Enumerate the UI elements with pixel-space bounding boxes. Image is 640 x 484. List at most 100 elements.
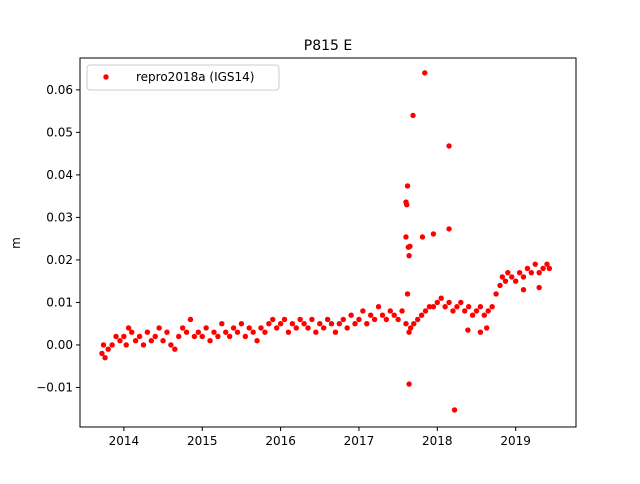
data-point: [199, 333, 205, 340]
data-point: [520, 274, 527, 280]
x-ticks: 2014 2015 2016 2017 2018 2019: [109, 427, 531, 448]
data-point: [285, 329, 292, 335]
plot-frame: [79, 57, 577, 428]
legend-label: repro2018a (IGS14): [136, 70, 254, 84]
data-point: [477, 329, 484, 335]
data-point: [368, 312, 374, 318]
data-point: [320, 325, 327, 331]
data-point: [121, 333, 127, 340]
data-point: [172, 346, 178, 352]
data-point: [446, 226, 452, 232]
data-point: [117, 338, 123, 344]
data-point: [348, 312, 354, 318]
x-tick-label: 2015: [187, 434, 218, 448]
data-point: [223, 329, 229, 335]
data-point: [168, 342, 174, 348]
x-tick-label: 2016: [265, 434, 296, 448]
data-point: [497, 282, 503, 289]
data-point: [356, 316, 362, 323]
data-point: [109, 342, 115, 348]
data-point: [430, 303, 437, 310]
data-point: [536, 284, 542, 291]
data-point: [160, 338, 166, 344]
legend: repro2018a (IGS14): [86, 64, 280, 91]
data-point: [266, 320, 272, 327]
data-point: [344, 325, 350, 331]
data-point: [426, 303, 433, 310]
data-point: [230, 325, 237, 331]
data-point: [132, 338, 139, 344]
data-point: [113, 333, 119, 340]
data-point: [387, 308, 393, 314]
data-point: [407, 325, 414, 331]
data-point: [332, 329, 339, 335]
data-point: [462, 308, 468, 314]
data-point: [540, 265, 546, 272]
data-point: [207, 338, 213, 344]
data-point: [465, 327, 471, 333]
data-point: [125, 325, 132, 331]
data-point: [277, 320, 284, 327]
y-tick-label: 0.04: [46, 168, 73, 182]
data-point: [485, 308, 491, 314]
data-point: [324, 316, 331, 323]
data-point: [406, 252, 412, 259]
data-point: [183, 329, 190, 335]
y-tick-label: 0.03: [46, 210, 73, 224]
x-tick-label: 2019: [500, 434, 531, 448]
data-point: [406, 329, 412, 335]
data-point: [254, 338, 260, 344]
data-point: [404, 183, 411, 189]
data-point: [446, 143, 452, 149]
data-point: [481, 312, 488, 318]
data-point: [520, 286, 527, 293]
legend-marker: [103, 74, 109, 80]
data-point: [406, 381, 412, 387]
data-point: [164, 329, 170, 335]
data-point: [289, 320, 296, 327]
data-point: [477, 303, 484, 310]
data-point: [148, 338, 155, 344]
data-point: [446, 299, 452, 306]
y-tick-label: 0.02: [46, 253, 73, 267]
data-point: [473, 308, 480, 314]
data-points: [99, 70, 553, 413]
data-point: [156, 325, 162, 331]
data-point: [270, 316, 276, 323]
data-point: [328, 320, 335, 327]
data-point: [211, 329, 217, 335]
data-point: [451, 407, 458, 413]
data-point: [360, 308, 366, 314]
data-point: [489, 303, 495, 310]
data-point: [434, 299, 441, 306]
data-point: [454, 303, 460, 310]
data-point: [532, 261, 538, 267]
data-point: [313, 329, 319, 335]
data-point: [191, 333, 198, 340]
data-point: [450, 308, 456, 314]
data-point: [176, 333, 182, 340]
y-tick-label: 0.00: [46, 338, 73, 352]
data-point: [383, 316, 390, 323]
data-point: [410, 112, 416, 119]
x-tick-label: 2018: [422, 434, 453, 448]
data-point: [123, 342, 129, 348]
data-point: [403, 320, 409, 327]
data-point: [458, 299, 464, 306]
data-point: [438, 295, 444, 301]
data-point: [226, 333, 233, 340]
y-tick-label: 0.01: [46, 295, 73, 309]
data-point: [238, 320, 245, 327]
data-point: [395, 316, 401, 323]
data-point: [144, 329, 151, 335]
data-point: [371, 316, 378, 323]
data-point: [152, 333, 158, 340]
data-point: [375, 303, 382, 310]
data-point: [430, 231, 437, 237]
data-point: [516, 269, 523, 276]
data-point: [340, 316, 346, 323]
data-point: [203, 325, 209, 331]
data-point: [546, 265, 553, 272]
data-point: [499, 274, 506, 280]
y-tick-label: 0.05: [46, 125, 73, 139]
